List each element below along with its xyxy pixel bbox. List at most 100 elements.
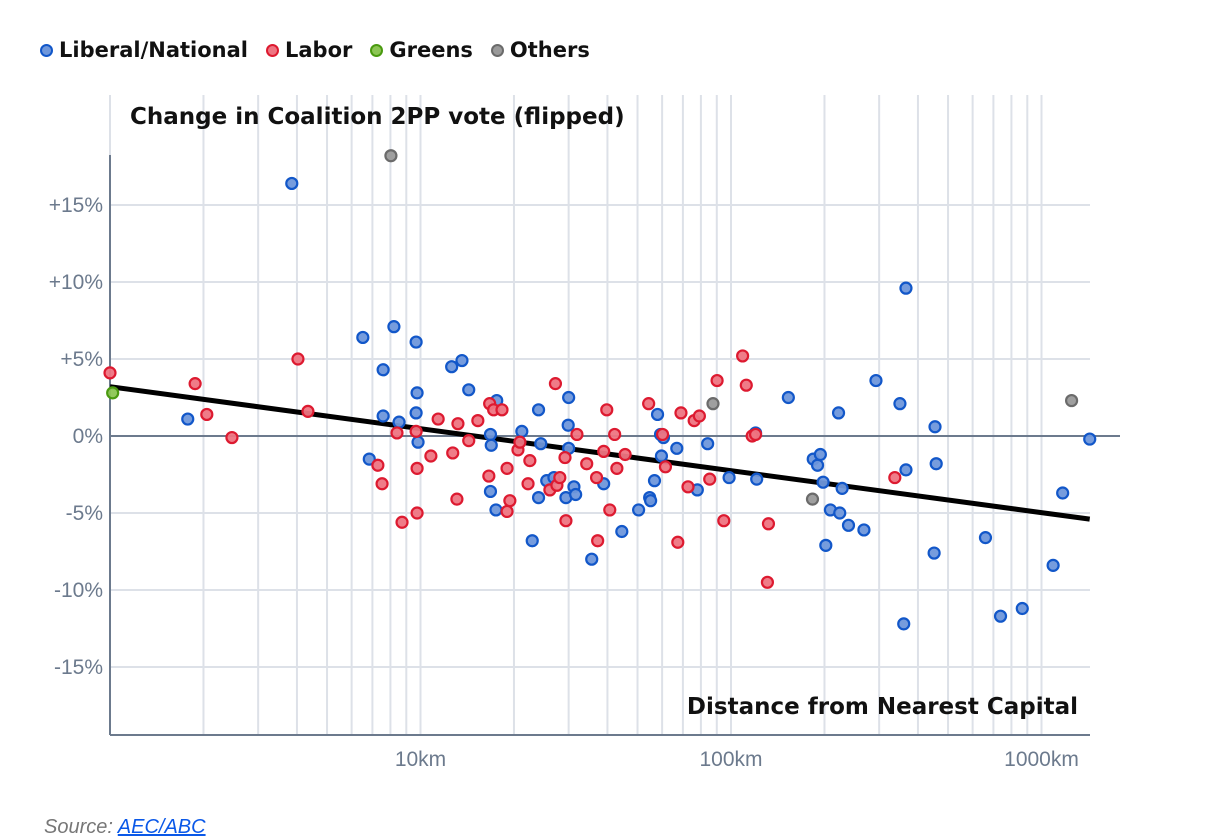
point-liberal-national bbox=[647, 474, 662, 488]
point-liberal-national bbox=[899, 281, 913, 295]
point-labor bbox=[608, 427, 622, 442]
point-liberal-national bbox=[615, 524, 629, 539]
point-labor bbox=[495, 403, 509, 417]
point-liberal-national bbox=[409, 406, 423, 420]
point-labor bbox=[589, 470, 604, 485]
point-labor bbox=[748, 427, 763, 442]
point-labor bbox=[301, 404, 315, 418]
point-labor bbox=[523, 454, 537, 468]
data-points bbox=[103, 149, 1097, 631]
point-liberal-national bbox=[525, 534, 539, 548]
point-liberal-national bbox=[392, 415, 406, 429]
source-prefix: Source: bbox=[44, 816, 113, 838]
point-liberal-national bbox=[899, 463, 913, 477]
legend-item-liberal-national[interactable]: Liberal/National bbox=[40, 38, 248, 62]
point-liberal-national bbox=[632, 503, 646, 517]
point-labor bbox=[553, 470, 567, 485]
point-liberal-national bbox=[410, 386, 424, 400]
legend-label: Others bbox=[509, 38, 590, 62]
point-labor bbox=[410, 506, 424, 520]
point-labor bbox=[618, 447, 632, 462]
point-labor bbox=[395, 515, 409, 529]
point-labor bbox=[409, 424, 423, 438]
point-labor bbox=[591, 534, 605, 548]
tick-labels: +15% +10% +5% 0% -5% -10% -15% 10km 100km 1000km bbox=[49, 194, 1079, 771]
point-liberal-national bbox=[654, 449, 669, 463]
point-labor bbox=[642, 397, 656, 411]
point-liberal-national bbox=[810, 458, 825, 472]
point-labor bbox=[570, 427, 584, 442]
point-labor bbox=[188, 377, 202, 391]
point-labor bbox=[521, 477, 535, 491]
point-liberal-national bbox=[993, 609, 1008, 623]
point-others bbox=[706, 397, 720, 411]
point-liberal-national bbox=[562, 390, 576, 405]
point-labor bbox=[450, 492, 464, 506]
point-liberal-national bbox=[644, 494, 658, 508]
point-liberal-national bbox=[181, 412, 195, 426]
point-labor bbox=[503, 494, 517, 508]
point-labor bbox=[600, 403, 614, 417]
point-others bbox=[384, 149, 398, 163]
legend-label: Greens bbox=[389, 38, 473, 62]
legend-item-others[interactable]: Others bbox=[490, 38, 590, 62]
y-tick-label: +10% bbox=[49, 271, 103, 294]
point-others bbox=[1064, 393, 1079, 408]
point-labor bbox=[710, 373, 724, 388]
point-labor bbox=[671, 535, 685, 549]
point-liberal-national bbox=[819, 538, 833, 552]
point-liberal-national bbox=[833, 506, 847, 520]
liberal-national-dot-icon bbox=[40, 43, 53, 57]
legend-item-greens[interactable]: Greens bbox=[370, 38, 473, 62]
point-labor bbox=[446, 446, 460, 460]
point-liberal-national bbox=[816, 475, 830, 489]
legend: Liberal/National Labor Greens Others bbox=[40, 38, 590, 62]
point-labor bbox=[692, 409, 706, 423]
point-liberal-national bbox=[841, 518, 856, 532]
point-labor bbox=[580, 457, 594, 471]
point-labor bbox=[548, 377, 563, 391]
x-tick-label: 1000km bbox=[1004, 748, 1079, 771]
point-liberal-national bbox=[857, 523, 871, 537]
axes bbox=[109, 155, 1120, 736]
point-liberal-national bbox=[670, 441, 684, 455]
point-labor bbox=[451, 417, 465, 431]
y-tick-label: +5% bbox=[60, 348, 103, 371]
legend-item-labor[interactable]: Labor bbox=[265, 38, 352, 62]
point-labor bbox=[500, 461, 514, 475]
others-dot-icon bbox=[490, 43, 504, 57]
grid bbox=[109, 95, 1090, 735]
point-labor bbox=[558, 450, 572, 465]
labor-dot-icon bbox=[265, 43, 279, 57]
source-link[interactable]: AEC/ABC bbox=[117, 816, 206, 838]
x-axis-label: Distance from Nearest Capital bbox=[687, 694, 1078, 720]
point-liberal-national bbox=[409, 335, 423, 349]
point-labor bbox=[681, 480, 695, 494]
point-labor bbox=[471, 414, 485, 428]
point-liberal-national bbox=[483, 427, 498, 442]
point-labor bbox=[760, 575, 775, 589]
point-labor bbox=[658, 460, 673, 474]
point-labor bbox=[559, 514, 573, 528]
chart-title: Change in Coalition 2PP vote (flipped) bbox=[130, 104, 625, 130]
point-liberal-national bbox=[484, 438, 498, 452]
point-liberal-national bbox=[781, 390, 795, 405]
point-liberal-national bbox=[813, 447, 827, 462]
point-liberal-national bbox=[462, 383, 476, 397]
point-labor bbox=[674, 406, 688, 420]
point-liberal-national bbox=[445, 360, 459, 374]
point-liberal-national bbox=[927, 546, 941, 560]
point-liberal-national bbox=[1056, 486, 1070, 500]
point-liberal-national bbox=[701, 437, 715, 451]
point-labor bbox=[513, 435, 527, 449]
point-labor bbox=[431, 412, 445, 426]
point-liberal-national bbox=[835, 481, 849, 495]
point-liberal-national bbox=[897, 617, 911, 631]
point-labor bbox=[462, 434, 476, 448]
point-liberal-national bbox=[362, 452, 376, 466]
source-note: Source: AEC/ABC bbox=[44, 816, 206, 839]
point-labor bbox=[597, 444, 611, 458]
y-tick-label: -15% bbox=[54, 656, 103, 679]
y-tick-label: +15% bbox=[49, 194, 103, 217]
point-liberal-national bbox=[831, 406, 846, 420]
